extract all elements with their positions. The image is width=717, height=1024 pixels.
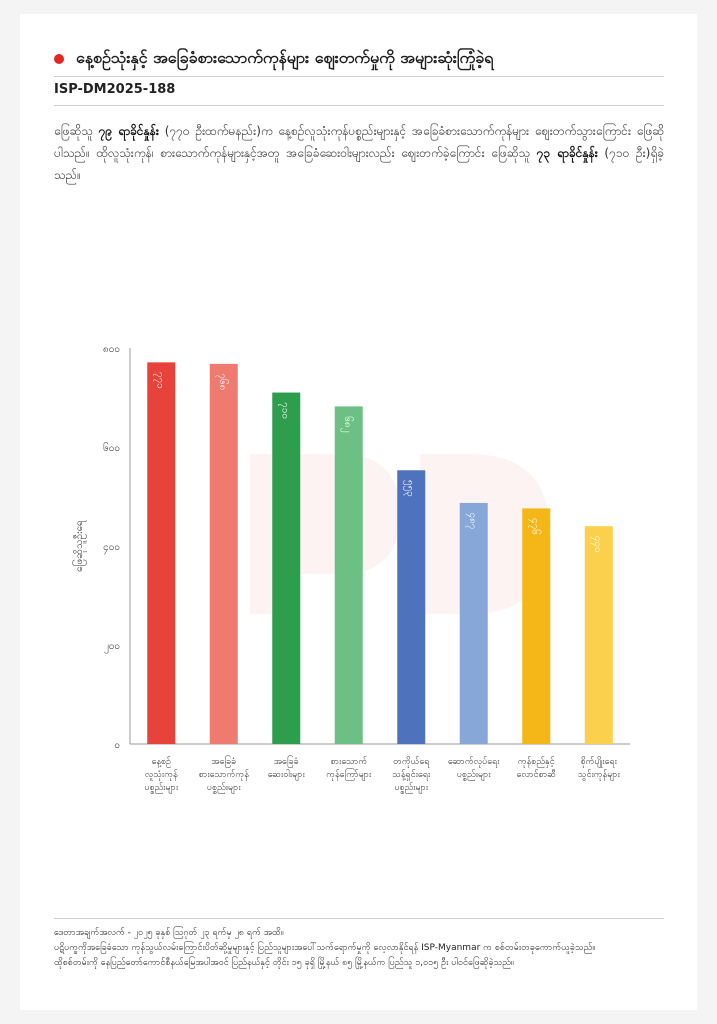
x-tick-label: ပစ္စည်းများ [394,782,428,794]
document-id: ISP-DM2025-188 [54,82,176,97]
bar-value-label: ၇၁၀ [277,402,290,419]
footer-line-survey: ပဋိပက္ခကိုအခြေခံသော ကုန်သွယ်လမ်းကြောင်းပ… [54,943,596,953]
x-tick-label: သန့်ရှင်းရေး [392,769,431,781]
bar [459,502,488,744]
x-tick-label: စားသောက် [330,756,367,767]
intro-highlight-2: ၇၃ ရာခိုင်နှုန်း [536,146,598,160]
x-tick-label: ကုန်စည်နှင့် [518,756,555,768]
bar-value-label: ၇၆၈ [215,373,230,390]
bar [584,526,613,744]
y-axis-label: ဖြေဆိုသူဦးရေ [71,520,87,572]
intro-text-2: (၇၇၀ ဦးထက်မနည်း)က နေ့စဉ်လူသုံးကုန်ပစ္စည်… [54,124,664,160]
bar [272,392,301,744]
y-tick-label: ၈၀၀ [103,344,120,355]
x-tick-label: စိုက်ပျိုးရေး [581,756,618,768]
x-tick-label: အခြေခံ [274,755,299,768]
bar-value-label: ၄၈၇ [465,512,478,529]
x-tick-label: အခြေခံ [211,755,236,768]
y-tick-label: ၄၀၀ [103,542,120,555]
footer-notes: ဒေတာအချက်အလက် - ၂၀၂၅ ခုနှစ် ဩဂုတ် ၂၃ ရက်… [54,926,674,971]
bar-value-label: ၇၇၁ [152,372,165,389]
x-tick-label: ပစ္စည်းများ [144,782,178,794]
x-tick-label: သွင်းကုန်များ [578,769,621,781]
footer-line-coverage: ထိုစစ်တမ်းကို နေပြည်တော်ကောင်စီနယ်မြေအပါ… [54,958,514,968]
intro-text-3: (၇၁၀ ဦး)ရှိခဲ့သည်။ [54,146,664,182]
bar-value-label: ၅၅၃ [402,480,415,497]
id-divider [54,105,664,106]
y-tick-label: ၀ [114,740,120,751]
bar-value-label: ၄၄၀ [590,536,603,553]
page-title: နေ့စဉ်သုံးနှင့် အခြေခံစားသောက်ကုန်များ ဈ… [76,48,494,67]
x-tick-label: ပစ္စည်းများ [457,769,491,781]
header: နေ့စဉ်သုံးနှင့် အခြေခံစားသောက်ကုန်များ ဈ… [54,42,664,76]
y-tick-label: ၆၀၀ [103,441,120,454]
x-tick-label: လောင်စာဆီ [517,769,557,780]
x-tick-label: ဆောက်လုပ်ရေး [448,756,500,768]
bar-value-label: ၆၈၂ [340,416,355,432]
x-tick-label: ကုန်ကြော်များ [326,768,372,781]
x-tick-label: တကိုယ်ရေ [393,756,430,768]
y-tick-label: ၂၀၀ [104,641,120,654]
bar [522,508,551,744]
x-tick-label: စားသောက်ကုန် [199,769,250,781]
x-tick-label: ပစ္စည်းများ [207,782,241,794]
title-divider [54,76,664,77]
report-page: နေ့စဉ်သုံးနှင့် အခြေခံစားသောက်ကုန်များ ဈ… [20,14,697,1010]
bar [397,470,426,744]
x-tick-label: ဆေးဝါးများ [268,769,306,781]
footer-line-data-period: ဒေတာအချက်အလက် - ၂၀၂၅ ခုနှစ် ဩဂုတ် ၂၃ ရက်… [54,928,284,938]
x-tick-label: နေ့စဉ် [151,756,171,768]
x-tick-label: လူသုံးကုန် [145,769,179,781]
bar [209,363,238,744]
red-dot-icon [54,54,64,64]
intro-highlight-1: ၇၉ ရာခိုင်နှုန်း [98,124,159,138]
bar-value-label: ၄၇၆ [527,518,542,535]
footer-divider [54,918,664,919]
bar [147,362,176,744]
bar [334,406,363,744]
intro-paragraph: ဖြေဆိုသူ ၇၉ ရာခိုင်နှုန်း (၇၇၀ ဦးထက်မနည်… [54,120,664,186]
intro-text-1: ဖြေဆိုသူ [54,124,99,138]
